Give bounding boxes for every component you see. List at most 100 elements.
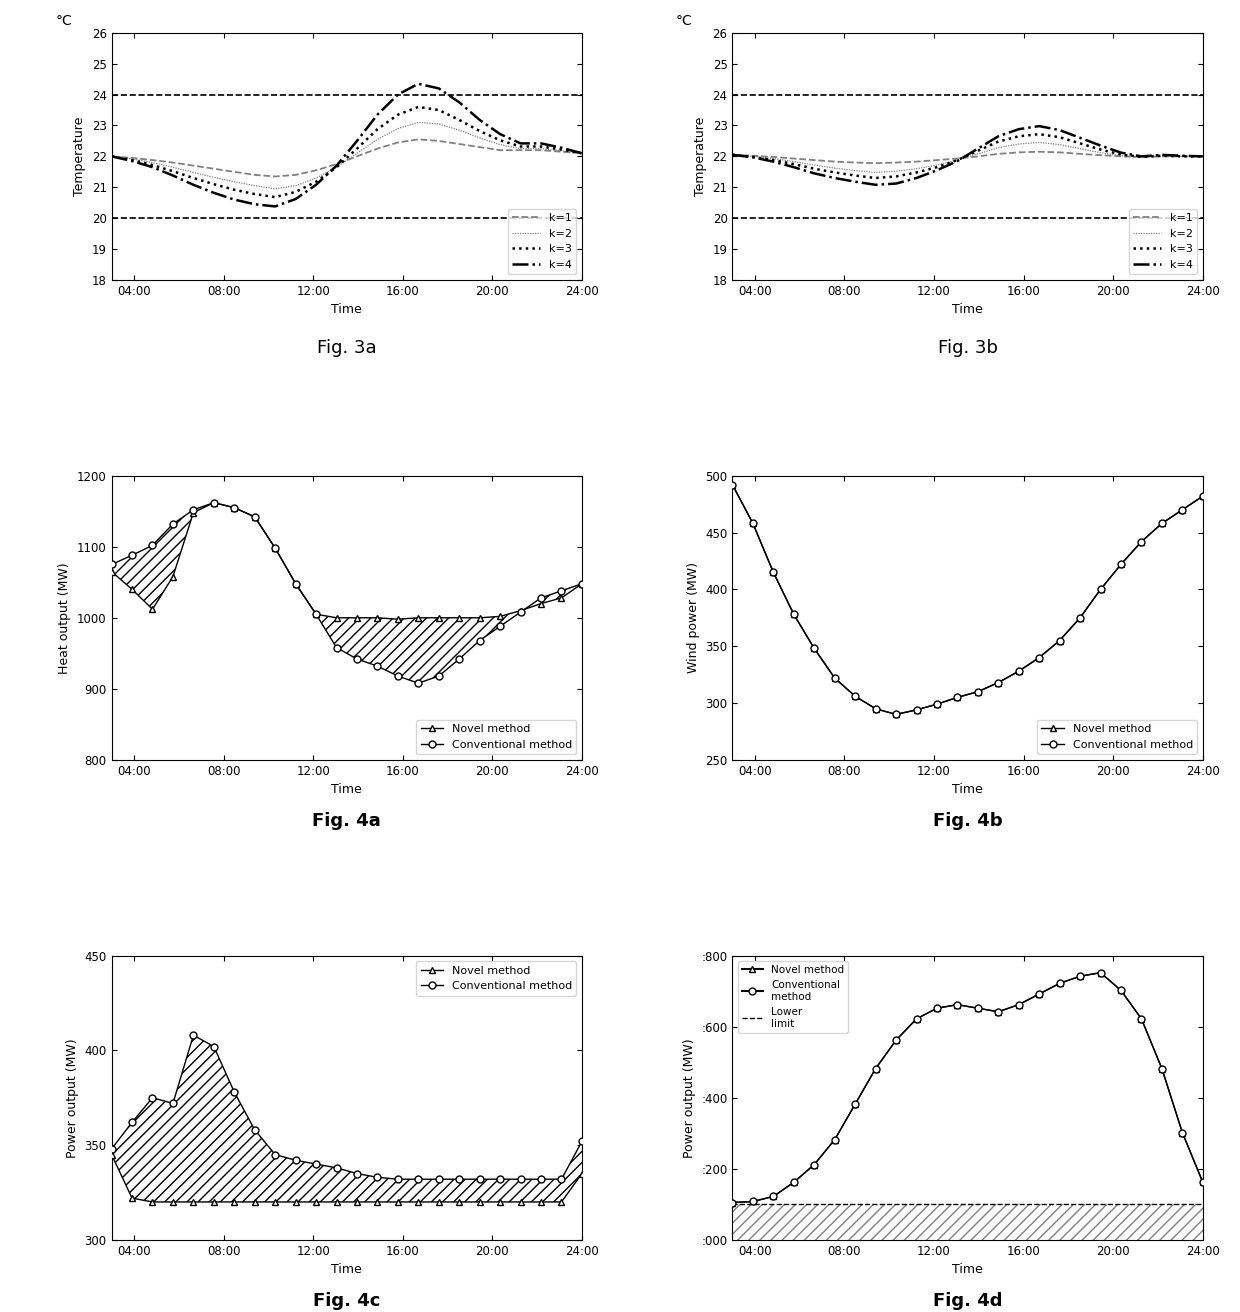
Conventional method bbox=[329, 640, 343, 656]
Y-axis label: Heat output (MW): Heat output (MW) bbox=[58, 562, 72, 673]
Novel method bbox=[410, 1194, 425, 1210]
Novel method bbox=[247, 1194, 262, 1210]
Line: Novel method: Novel method bbox=[108, 1151, 585, 1206]
Novel method bbox=[309, 1194, 324, 1210]
Conventional method bbox=[350, 651, 365, 666]
Legend: k=1, k=2, k=3, k=4: k=1, k=2, k=3, k=4 bbox=[1128, 209, 1198, 274]
Novel method bbox=[991, 1004, 1006, 1019]
Conventional method bbox=[370, 1169, 384, 1185]
Novel method bbox=[950, 690, 965, 706]
Conventional method bbox=[350, 1165, 365, 1181]
Novel method bbox=[574, 1165, 589, 1181]
Conventional method bbox=[807, 640, 822, 656]
Novel method bbox=[268, 541, 283, 556]
Novel method bbox=[186, 1194, 201, 1210]
Conventional method bbox=[533, 590, 548, 606]
Novel method bbox=[1195, 1174, 1210, 1190]
Conventional method bbox=[329, 1160, 343, 1176]
Novel method bbox=[971, 684, 986, 699]
Novel method bbox=[848, 689, 863, 705]
Conventional method bbox=[971, 684, 986, 699]
Line: Novel method: Novel method bbox=[729, 970, 1207, 1206]
Novel method bbox=[786, 606, 801, 622]
Conventional method bbox=[1032, 987, 1047, 1002]
Conventional method bbox=[432, 668, 446, 684]
Conventional method bbox=[1176, 502, 1190, 518]
Novel method bbox=[206, 1194, 221, 1210]
X-axis label: Time: Time bbox=[331, 303, 362, 316]
Y-axis label: Temperature: Temperature bbox=[694, 117, 707, 195]
Legend: k=1, k=2, k=3, k=4: k=1, k=2, k=3, k=4 bbox=[508, 209, 577, 274]
X-axis label: Time: Time bbox=[331, 1263, 362, 1277]
Novel method bbox=[766, 564, 781, 580]
Novel method bbox=[1176, 502, 1190, 518]
Novel method bbox=[1135, 534, 1149, 550]
Conventional method bbox=[786, 1174, 801, 1190]
Text: °C: °C bbox=[676, 14, 693, 28]
Conventional method bbox=[104, 1141, 119, 1157]
Conventional method bbox=[909, 702, 924, 718]
Novel method bbox=[1032, 649, 1047, 665]
Novel method bbox=[124, 1190, 139, 1206]
Conventional method bbox=[950, 690, 965, 706]
Conventional method bbox=[574, 576, 589, 592]
Novel method bbox=[329, 1194, 343, 1210]
Novel method bbox=[350, 610, 365, 626]
Conventional method bbox=[786, 606, 801, 622]
Conventional method bbox=[1195, 1174, 1210, 1190]
Novel method bbox=[104, 1147, 119, 1162]
Conventional method bbox=[1094, 581, 1109, 597]
Conventional method bbox=[745, 1194, 760, 1210]
Novel method bbox=[432, 610, 446, 626]
Novel method bbox=[268, 1194, 283, 1210]
Conventional method bbox=[451, 1172, 466, 1187]
Conventional method bbox=[991, 674, 1006, 690]
Conventional method bbox=[1135, 534, 1149, 550]
Novel method bbox=[492, 1194, 507, 1210]
Conventional method bbox=[725, 1195, 740, 1211]
Text: Fig. 4c: Fig. 4c bbox=[312, 1292, 381, 1311]
Novel method bbox=[451, 1194, 466, 1210]
Novel method bbox=[1154, 516, 1169, 531]
Conventional method bbox=[472, 1172, 487, 1187]
Novel method bbox=[930, 1000, 945, 1015]
Novel method bbox=[1053, 975, 1068, 991]
Legend: Novel method, Conventional method: Novel method, Conventional method bbox=[417, 720, 577, 754]
Novel method bbox=[350, 1194, 365, 1210]
Novel method bbox=[370, 1194, 384, 1210]
Legend: Novel method, Conventional method: Novel method, Conventional method bbox=[417, 962, 577, 996]
Conventional method bbox=[1012, 997, 1027, 1013]
Novel method bbox=[554, 1194, 569, 1210]
Novel method bbox=[432, 1194, 446, 1210]
Conventional method bbox=[391, 1172, 405, 1187]
Novel method bbox=[745, 1194, 760, 1210]
Novel method bbox=[807, 1157, 822, 1173]
Conventional method bbox=[145, 1090, 160, 1106]
Conventional method bbox=[492, 1172, 507, 1187]
Conventional method bbox=[1053, 632, 1068, 648]
Novel method bbox=[288, 1194, 303, 1210]
Conventional method bbox=[909, 1012, 924, 1027]
Conventional method bbox=[868, 1060, 883, 1076]
Conventional method bbox=[309, 606, 324, 622]
Novel method bbox=[410, 610, 425, 626]
Conventional method bbox=[1195, 488, 1210, 504]
Conventional method bbox=[889, 1033, 904, 1048]
Conventional method bbox=[1154, 1060, 1169, 1076]
Novel method bbox=[725, 1195, 740, 1211]
Conventional method bbox=[513, 1172, 528, 1187]
Conventional method bbox=[766, 564, 781, 580]
Novel method bbox=[930, 697, 945, 712]
Y-axis label: Temperature: Temperature bbox=[73, 117, 87, 195]
Conventional method bbox=[971, 1000, 986, 1015]
Conventional method bbox=[391, 668, 405, 684]
Text: Fig. 4d: Fig. 4d bbox=[932, 1292, 1002, 1311]
Conventional method bbox=[227, 500, 242, 516]
Conventional method bbox=[145, 538, 160, 554]
Novel method bbox=[329, 610, 343, 626]
Novel method bbox=[868, 701, 883, 716]
Conventional method bbox=[1154, 516, 1169, 531]
Conventional method bbox=[1073, 610, 1087, 626]
Text: Fig. 3b: Fig. 3b bbox=[937, 338, 998, 357]
Conventional method bbox=[827, 1132, 842, 1148]
